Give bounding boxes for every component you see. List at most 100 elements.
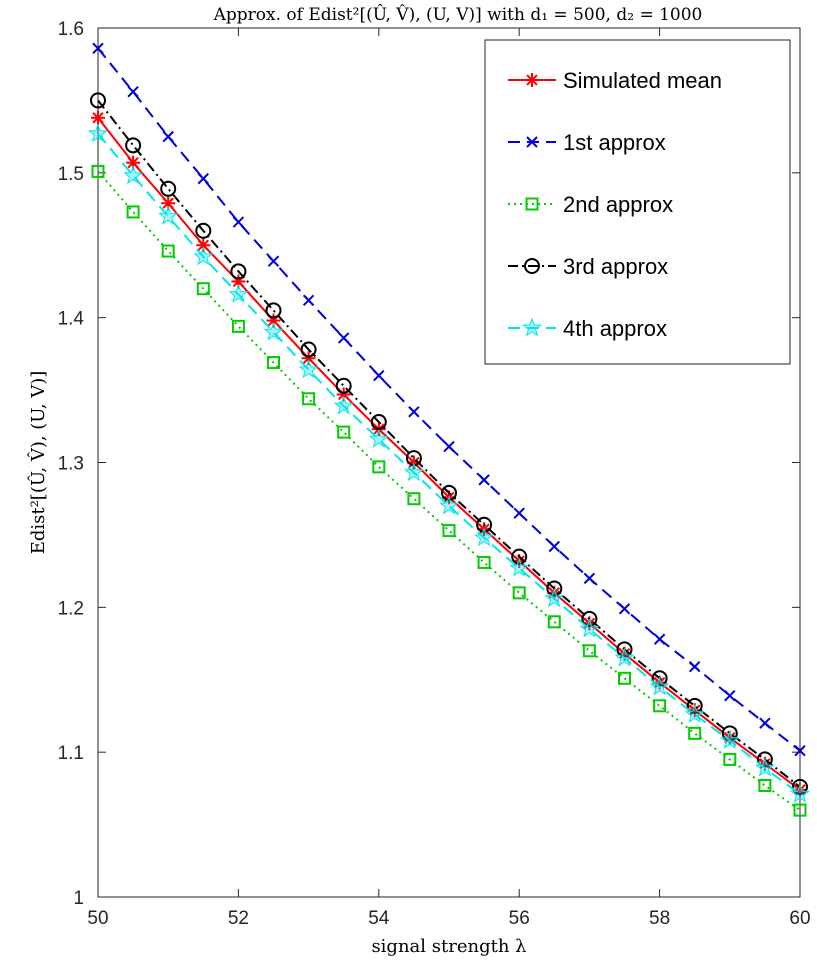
series-point <box>790 783 810 803</box>
series-point <box>335 377 352 394</box>
series-point <box>723 752 737 766</box>
series-line <box>97 170 801 811</box>
legend-item: 3rd approx <box>508 254 668 279</box>
legend-item: 4th approx <box>508 316 667 341</box>
series-point <box>582 644 596 658</box>
series-point <box>754 757 775 777</box>
series-point <box>614 647 635 667</box>
series-point <box>91 110 105 125</box>
series-point-stroke <box>618 648 631 660</box>
series-point <box>158 205 179 225</box>
series-line <box>97 133 801 795</box>
series-point <box>337 332 350 344</box>
series-point <box>722 730 737 745</box>
y-tick-label: 1.4 <box>58 309 85 330</box>
series-point-stroke <box>724 732 736 744</box>
series-point <box>792 778 808 795</box>
series-point <box>618 603 631 615</box>
series-point <box>547 615 561 629</box>
series-point <box>231 319 245 333</box>
legend-item: 2nd approx <box>508 192 673 217</box>
series-point-stroke <box>583 572 596 585</box>
series-point-stroke <box>92 112 104 124</box>
series-point <box>544 588 565 608</box>
y-tick-label: 1.6 <box>58 19 84 40</box>
series-point <box>267 356 280 370</box>
series-point <box>512 586 526 600</box>
chart-title-group: Approx. of Edist²[(Û, V̂), (U, V)] with … <box>213 4 703 25</box>
series-point <box>756 751 773 768</box>
series-point <box>372 460 386 474</box>
series-point <box>230 263 247 280</box>
series-point-stroke <box>794 745 806 757</box>
series-4th-approx <box>88 123 810 803</box>
series-point <box>160 180 177 197</box>
series-point <box>302 392 316 406</box>
series-line <box>97 99 801 788</box>
legend-marker <box>524 258 540 274</box>
series-point <box>686 697 703 714</box>
series-point <box>688 726 702 740</box>
series-point <box>618 671 631 685</box>
legend-marker <box>525 197 539 211</box>
x-tick-label: 60 <box>789 908 810 929</box>
series-point-stroke <box>162 130 174 143</box>
series-point <box>161 244 175 258</box>
series-point-stroke <box>759 717 771 729</box>
legend-label: 3rd approx <box>563 254 668 279</box>
x-tick-label: 58 <box>649 908 670 929</box>
series-point-stroke <box>548 540 561 553</box>
series-3rd-approx <box>90 92 808 795</box>
series-point <box>581 610 598 627</box>
series-point <box>125 137 142 154</box>
y-tick-label: 1.3 <box>58 454 84 475</box>
series-point <box>513 507 525 519</box>
series-point <box>649 676 670 696</box>
series-point <box>477 555 491 569</box>
series-point <box>651 670 668 687</box>
series-point-stroke <box>653 676 666 689</box>
series-point <box>408 406 420 418</box>
series-point <box>579 618 600 638</box>
series-point <box>509 557 530 577</box>
series-point-stroke <box>127 86 139 98</box>
series-point <box>405 450 422 467</box>
series-point <box>794 745 806 757</box>
series-point <box>373 369 385 382</box>
series-point-stroke <box>337 332 350 344</box>
series-point-stroke <box>688 661 701 673</box>
series-point <box>443 440 455 453</box>
series-group <box>88 42 810 817</box>
legend-label: 2nd approx <box>563 192 673 217</box>
series-point <box>193 246 214 266</box>
legend-box <box>484 39 791 365</box>
series-point <box>474 527 495 547</box>
x-tick-label: 50 <box>87 908 108 929</box>
x-axis-label: signal strength λ <box>371 936 526 957</box>
legend-marker <box>525 73 539 87</box>
series-point <box>583 572 596 585</box>
series-point <box>337 425 351 439</box>
legend-label: 1st approx <box>563 130 666 155</box>
series-point-stroke <box>162 197 174 209</box>
series-point <box>476 516 493 533</box>
series-point-stroke <box>513 507 525 519</box>
series-point-stroke <box>618 603 631 615</box>
series-point <box>195 222 212 239</box>
chart-title: Approx. of Edist²[(Û, V̂), (U, V)] with … <box>213 4 703 25</box>
series-point-stroke <box>478 474 490 486</box>
series-point-stroke <box>92 42 104 54</box>
y-tick-label: 1.5 <box>58 164 84 185</box>
series-point <box>478 474 490 486</box>
y-tick-label: 1 <box>73 888 84 909</box>
series-point <box>724 689 736 702</box>
legend-item: Simulated mean <box>508 68 722 93</box>
x-tick-label: 52 <box>228 908 249 929</box>
series-point <box>232 216 245 228</box>
series-point <box>123 165 144 185</box>
series-point-stroke <box>232 216 245 228</box>
legend: Simulated mean 1st approx 2nd approx 3rd ap… <box>484 39 791 365</box>
series-point-stroke <box>408 406 420 418</box>
series-point <box>368 428 389 448</box>
series-point <box>439 495 459 515</box>
